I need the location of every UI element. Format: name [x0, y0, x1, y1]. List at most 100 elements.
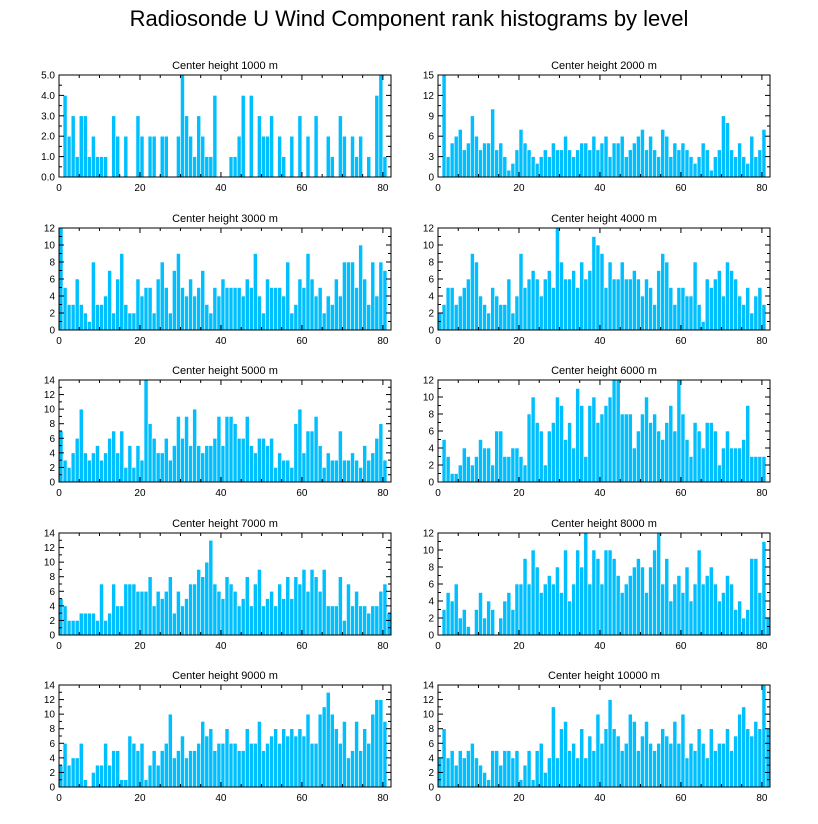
histogram-bar	[155, 590, 161, 636]
histogram-bar	[757, 287, 763, 331]
histogram-bar	[656, 156, 661, 178]
histogram-bar	[611, 379, 617, 483]
histogram-bar	[329, 156, 335, 178]
histogram-bar	[587, 735, 593, 788]
histogram-bar	[494, 149, 500, 178]
y-tick-label: 4	[49, 753, 55, 764]
histogram-bar	[571, 270, 576, 331]
histogram-bar	[236, 605, 242, 636]
histogram-bar	[115, 278, 121, 331]
histogram-bar	[321, 467, 327, 483]
histogram-bar	[350, 261, 355, 331]
histogram-bar	[338, 115, 343, 178]
histogram-bar	[334, 605, 339, 636]
x-tick-label: 20	[513, 336, 525, 347]
x-tick-label: 20	[134, 183, 146, 194]
histogram-bar	[354, 721, 359, 788]
x-tick-label: 40	[215, 488, 227, 499]
histogram-bar	[358, 135, 363, 178]
histogram-bar	[611, 278, 617, 331]
y-tick-label: 2	[428, 614, 434, 625]
histogram-bar	[704, 757, 710, 788]
histogram-bar	[62, 742, 68, 788]
x-tick-label: 60	[296, 793, 308, 804]
histogram-bar	[220, 742, 226, 788]
histogram-bar	[143, 379, 149, 483]
histogram-bar	[204, 445, 210, 483]
histogram-bar	[99, 583, 104, 636]
histogram-bar	[559, 405, 564, 483]
x-tick-label: 60	[675, 336, 687, 347]
histogram-bar	[466, 626, 471, 636]
histogram-bar	[494, 750, 500, 788]
histogram-bar	[123, 583, 129, 636]
histogram-bar	[103, 620, 108, 636]
y-tick-label: 15	[423, 71, 435, 82]
y-tick-label: 4	[428, 444, 434, 455]
histogram-bar	[656, 430, 661, 483]
histogram-bar	[676, 287, 682, 331]
histogram-bar	[131, 312, 137, 331]
histogram-bar	[579, 261, 585, 331]
x-tick-label: 20	[134, 793, 146, 804]
histogram-bar	[301, 569, 307, 636]
histogram-bar	[159, 750, 165, 788]
histogram-bar	[652, 750, 657, 788]
histogram-bar	[648, 566, 653, 636]
histogram-bar	[640, 295, 645, 331]
histogram-bar	[273, 467, 278, 483]
histogram-bar	[555, 396, 560, 483]
histogram-bar	[672, 583, 678, 636]
histogram-bar	[461, 609, 467, 636]
histogram-bar	[627, 413, 633, 483]
histogram-bar	[78, 612, 84, 636]
histogram-bar	[329, 713, 335, 788]
y-tick-label: 0	[49, 631, 55, 642]
histogram-bar	[563, 721, 568, 788]
histogram-bar	[309, 742, 315, 788]
histogram-bar	[615, 735, 621, 788]
panel-title: Center height 2000 m	[551, 60, 657, 72]
histogram-bar	[482, 772, 487, 788]
histogram-bar	[644, 592, 649, 636]
histogram-bar	[386, 612, 392, 636]
y-tick-label: 8	[428, 563, 434, 574]
histogram-bar	[627, 149, 633, 178]
histogram-bar	[261, 135, 266, 178]
y-tick-label: 14	[44, 376, 56, 387]
histogram-bar	[506, 750, 512, 788]
histogram-bar	[595, 713, 601, 788]
histogram-bar	[200, 576, 206, 636]
histogram-bar	[151, 437, 157, 483]
histogram-bar	[445, 456, 451, 483]
histogram-bar	[696, 430, 702, 483]
histogram-bar	[506, 592, 512, 636]
histogram-bar	[721, 115, 726, 178]
histogram-bar	[204, 304, 210, 331]
histogram-bar	[640, 129, 645, 178]
histogram-bar	[745, 163, 751, 178]
y-tick-label: 2.0	[41, 132, 55, 143]
histogram-bar	[680, 713, 686, 788]
histogram-bar	[135, 278, 141, 331]
histogram-bar	[342, 135, 347, 178]
x-tick-label: 0	[435, 488, 441, 499]
y-tick-label: 8	[428, 258, 434, 269]
x-tick-label: 60	[675, 793, 687, 804]
histogram-bar	[518, 779, 524, 788]
histogram-bar	[317, 445, 323, 483]
histogram-bar	[253, 452, 258, 483]
histogram-bar	[151, 605, 157, 636]
histogram-bar	[506, 169, 512, 178]
histogram-bar	[514, 149, 520, 178]
histogram-bar	[188, 135, 193, 178]
histogram-bar	[563, 549, 568, 636]
histogram-bar	[131, 742, 137, 788]
histogram-bar	[334, 728, 339, 788]
histogram-bar	[660, 583, 666, 636]
histogram-bar	[627, 278, 633, 331]
histogram-bar	[240, 598, 246, 636]
histogram-bar	[119, 605, 125, 636]
histogram-bar	[354, 459, 359, 483]
histogram-bar	[441, 609, 447, 636]
